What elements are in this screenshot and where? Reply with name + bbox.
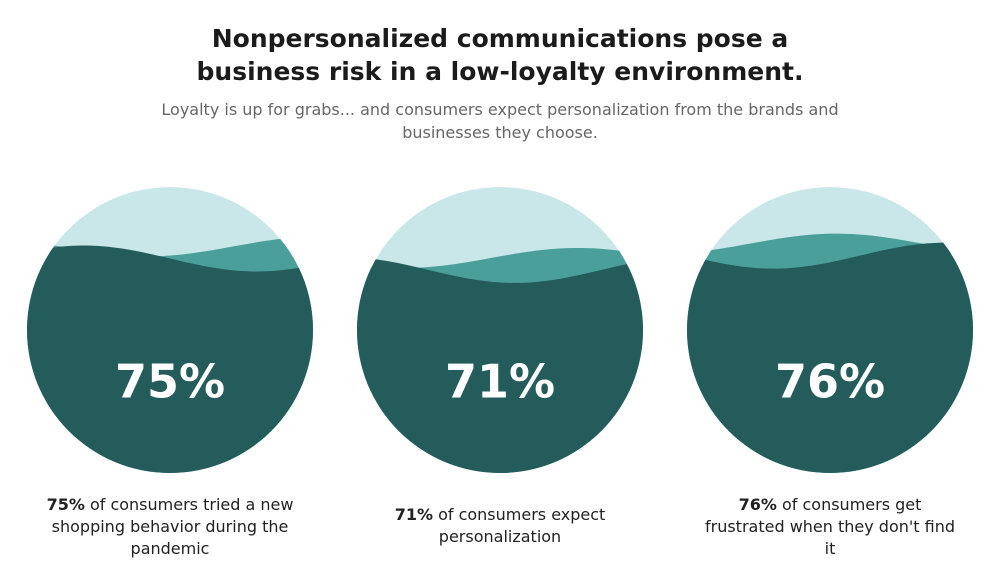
fill-wave: [687, 242, 973, 473]
fill-wave: [27, 245, 313, 473]
liquid-circle: [357, 187, 643, 473]
fill-wave: [357, 257, 643, 473]
caption-text: of consumers expect personalization: [432, 505, 606, 546]
caption: 75% of consumers tried a new shopping be…: [40, 494, 300, 560]
value-label: 75%: [115, 355, 225, 409]
liquid-circle: [27, 187, 313, 473]
caption-value: 76%: [738, 495, 777, 514]
liquid-circle: [687, 187, 973, 473]
caption-text: of consumers tried a new shopping behavi…: [51, 495, 294, 558]
caption-value: 71%: [394, 505, 433, 524]
subtitle: Loyalty is up for grabs... and consumers…: [161, 100, 839, 142]
title: Nonpersonalized communications pose a bu…: [196, 24, 804, 86]
caption: 76% of consumers get frustrated when the…: [700, 494, 960, 560]
value-label: 71%: [445, 355, 555, 409]
value-label: 76%: [775, 355, 885, 409]
caption: 71% of consumers expect personalization: [370, 504, 630, 548]
caption-text: of consumers get frustrated when they do…: [704, 495, 956, 558]
caption-value: 75%: [46, 495, 85, 514]
